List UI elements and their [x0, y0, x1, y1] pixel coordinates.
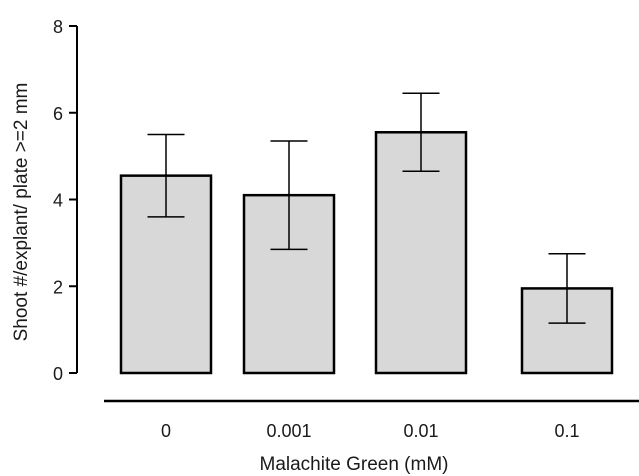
- x-tick-label: 0: [161, 421, 171, 441]
- y-tick-label: 6: [53, 104, 63, 124]
- bars-group: [119, 92, 614, 375]
- y-tick-label: 0: [53, 364, 63, 384]
- y-axis-title: Shoot #/explant/ plate >=2 mm: [11, 83, 32, 342]
- x-tick-label: 0.001: [266, 421, 311, 441]
- y-tick-label: 8: [53, 17, 63, 37]
- y-tick-label: 4: [53, 191, 63, 211]
- x-tick-label: 0.1: [554, 421, 579, 441]
- x-axis-title: Malachite Green (mM): [260, 454, 449, 475]
- x-axis: 0 0.001 0.01 0.1: [104, 399, 639, 441]
- y-tick-label: 2: [53, 277, 63, 297]
- x-tick-label: 0.01: [403, 421, 438, 441]
- y-axis: 0 2 4 6 8: [53, 17, 78, 384]
